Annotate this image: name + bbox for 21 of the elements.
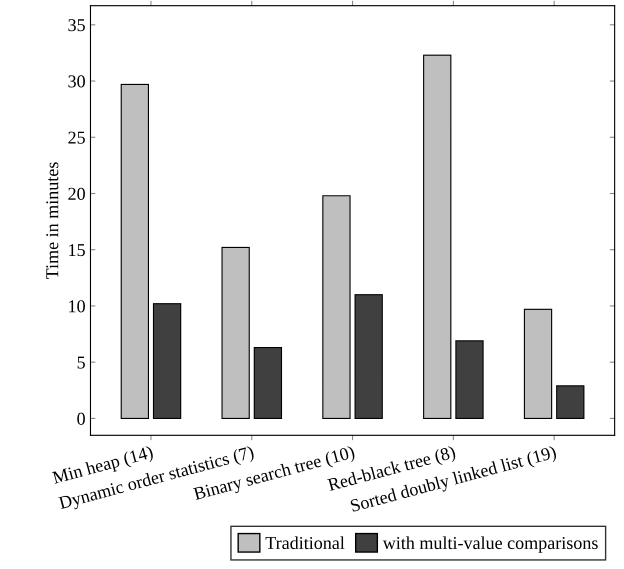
bar [152, 303, 182, 419]
y-tick-label: 25 [68, 132, 85, 144]
y-axis-title: Time in minutes [46, 162, 58, 280]
legend-label: Traditional [266, 536, 344, 550]
bar [322, 195, 351, 419]
y-tick-label: 35 [68, 19, 85, 32]
y-tick-label: 20 [68, 188, 85, 200]
y-tick-label: 30 [68, 75, 85, 88]
y-tick-label: 0 [77, 412, 85, 425]
bar [423, 54, 452, 419]
bar [354, 294, 383, 419]
bar [455, 340, 484, 419]
y-tick-label: 5 [78, 356, 85, 369]
bar [120, 84, 149, 419]
bar [524, 308, 552, 419]
y-tick-label: 15 [69, 244, 85, 256]
legend-label: with multi-value comparisons [382, 536, 598, 553]
y-tick-label: 10 [69, 300, 85, 312]
bar [254, 347, 282, 419]
bar [556, 385, 584, 419]
bar [221, 246, 250, 419]
